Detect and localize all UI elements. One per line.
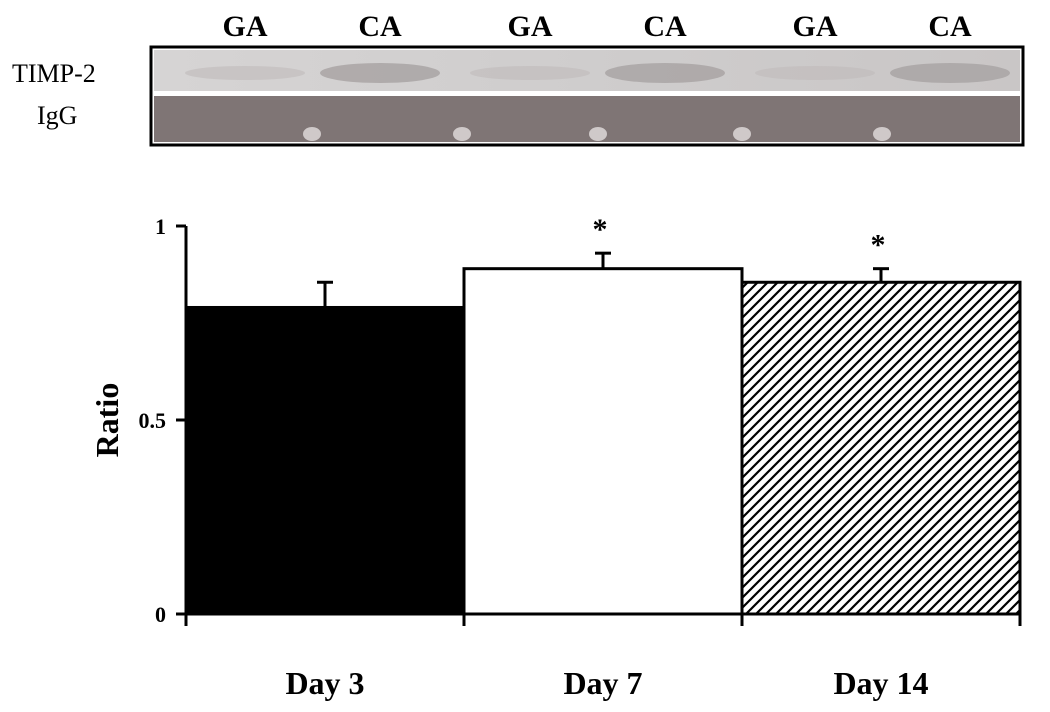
timp2-band — [890, 63, 1010, 83]
bar-day-3 — [184, 305, 466, 616]
igg-lane-gaps — [303, 127, 891, 141]
blot-row-label-timp2: TIMP-2 — [12, 59, 96, 88]
lane-label-1: GA — [223, 10, 268, 43]
blot-separator — [154, 91, 1020, 96]
category-label: Day 7 — [563, 665, 642, 701]
timp2-bands — [185, 63, 1010, 83]
lane-label-5: GA — [793, 10, 838, 43]
igg-lane-gap — [733, 127, 751, 141]
bars — [184, 267, 1022, 616]
category-label: Day 14 — [833, 665, 928, 701]
western-blot: GA CA GA CA GA CA TIMP-2 IgG — [12, 10, 1025, 147]
lane-label-3: GA — [508, 10, 553, 43]
y-axis-title: Ratio — [89, 383, 125, 458]
axes — [184, 226, 1022, 626]
bar-day-7 — [462, 267, 744, 616]
igg-lane-gap — [453, 127, 471, 141]
error-bars — [317, 251, 889, 308]
y-tick-label: 1 — [155, 214, 166, 239]
timp2-band — [470, 66, 590, 80]
y-tick-label: 0.5 — [139, 408, 167, 433]
lane-label-6: CA — [928, 10, 972, 43]
blot-row-label-igg: IgG — [37, 101, 77, 130]
lane-label-2: CA — [358, 10, 402, 43]
igg-lane-gap — [873, 127, 891, 141]
category-label: Day 3 — [285, 665, 364, 701]
timp2-band — [605, 63, 725, 83]
significance-mark: * — [871, 229, 886, 262]
timp2-band — [755, 66, 875, 80]
timp2-band — [320, 63, 440, 83]
significance-mark: * — [593, 213, 608, 246]
igg-lane-gap — [589, 127, 607, 141]
igg-lane-gap — [303, 127, 321, 141]
lane-labels: GA CA GA CA GA CA — [223, 10, 972, 43]
lane-label-4: CA — [643, 10, 687, 43]
bar-day-14 — [740, 280, 1022, 616]
bar-chart: Ratio 00.51 Day 3 Day 7 Day 14 * * — [89, 213, 1022, 701]
category-labels: Day 3 Day 7 Day 14 — [285, 665, 928, 701]
timp2-band — [185, 66, 305, 80]
y-tick-label: 0 — [155, 602, 166, 627]
y-ticks: 00.51 — [139, 214, 186, 627]
significance-marks: * * — [593, 213, 886, 262]
